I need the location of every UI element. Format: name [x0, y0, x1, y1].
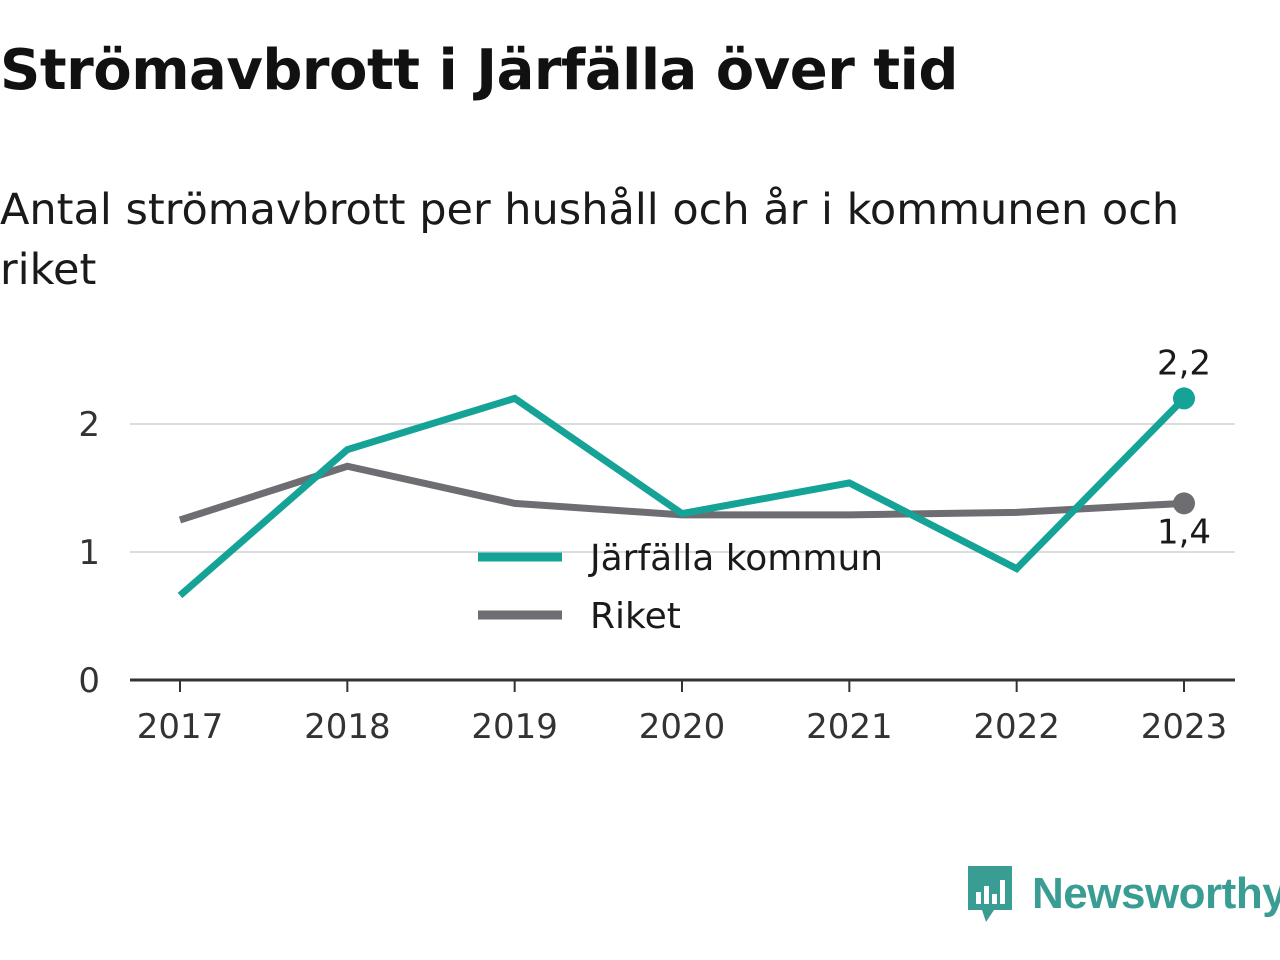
x-tick-label: 2020	[639, 707, 726, 747]
brand-name: Newsworthy	[1032, 869, 1280, 918]
end-label-riket: 1,4	[1157, 512, 1211, 552]
x-tick-label: 2019	[471, 707, 558, 747]
end-label-jarfalla: 2,2	[1157, 343, 1211, 383]
x-tick-label: 2018	[304, 707, 391, 747]
legend: Järfälla kommun Riket	[478, 538, 883, 637]
x-tick-label: 2017	[137, 707, 224, 747]
data-labels: 2,2 1,4	[1157, 343, 1211, 552]
series-lines	[177, 387, 1195, 599]
y-axis-ticks: 0 1 2	[78, 405, 100, 701]
x-tick-label: 2021	[806, 707, 893, 747]
data-point	[1173, 492, 1195, 515]
legend-label: Riket	[590, 596, 681, 637]
x-tick-label: 2022	[973, 707, 1060, 747]
grid-lines	[130, 423, 1235, 553]
y-tick-label: 0	[78, 661, 100, 701]
newsworthy-logo-icon	[968, 866, 1012, 922]
x-axis: 2017 2018 2019 2020 2021 2022 2023	[130, 678, 1235, 747]
y-tick-label: 2	[78, 405, 100, 445]
chart-title: Strömavbrott i Järfälla över tid	[0, 38, 958, 103]
y-tick-label: 1	[78, 533, 100, 573]
series-line-jarfalla	[177, 394, 1187, 599]
brand: Newsworthy	[964, 864, 1280, 924]
data-point	[1173, 387, 1195, 410]
x-tick-label: 2023	[1141, 707, 1228, 747]
legend-label: Järfälla kommun	[588, 538, 883, 579]
chart-subtitle: Antal strömavbrott per hushåll och år i …	[0, 185, 1180, 295]
